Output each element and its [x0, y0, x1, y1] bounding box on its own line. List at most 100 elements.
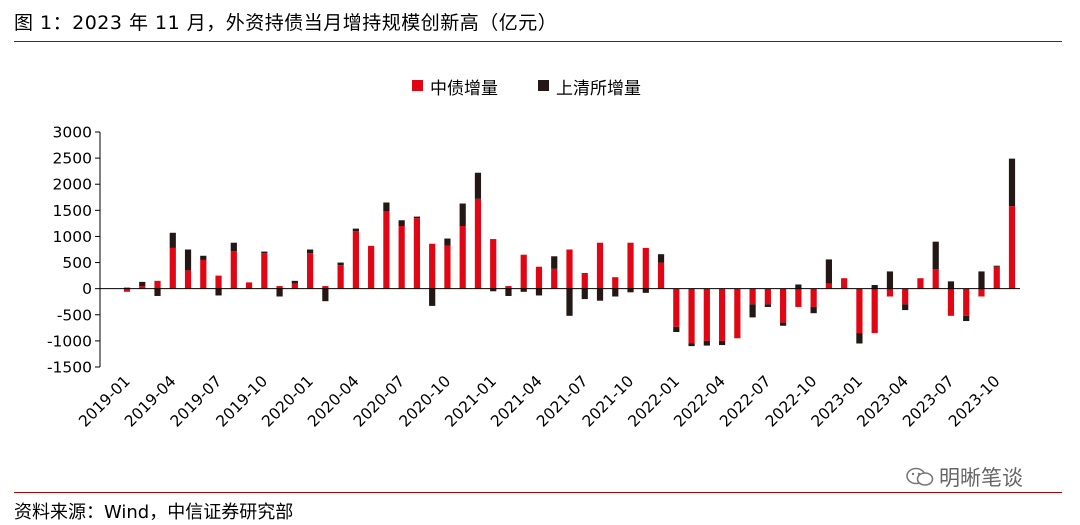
y-tick-label: -1500: [47, 359, 92, 377]
bar-chinabond: [230, 251, 237, 289]
bar-chinabond: [383, 211, 390, 289]
bar-chinabond: [490, 239, 497, 289]
bar-shclearing: [230, 242, 237, 252]
bar-chinabond: [993, 266, 1000, 289]
y-axis: -1500 -1000 -500 0 500 1000 1500 2000 2500 3000: [47, 124, 101, 377]
title-rule: [14, 41, 1062, 42]
y-tick-label: 3000: [53, 124, 92, 142]
bar-shclearing: [856, 333, 863, 344]
watermark: 明晰笔谈: [905, 462, 1023, 492]
bar-chinabond: [505, 286, 512, 289]
bar-shclearing: [474, 172, 482, 199]
bar-chinabond: [520, 254, 527, 289]
bar-chinabond: [749, 288, 756, 305]
bar-shclearing: [352, 228, 359, 232]
y-tick-label: 1500: [53, 202, 92, 220]
bar-shclearing: [932, 241, 939, 270]
bar-chinabond: [780, 288, 787, 323]
bar-chinabond: [657, 262, 665, 289]
bar-chinabond: [734, 288, 741, 339]
bar-chinabond: [627, 242, 634, 289]
bar-shclearing: [596, 288, 604, 301]
bar-shclearing: [123, 287, 131, 289]
bar-shclearing: [276, 288, 283, 297]
bar-chinabond: [825, 283, 832, 289]
legend-label: 上清所增量: [556, 79, 641, 99]
watermark-text: 明晰笔谈: [939, 466, 1023, 490]
bar-shclearing: [200, 255, 207, 260]
bar-shclearing: [383, 202, 390, 212]
bar-shclearing: [337, 262, 344, 266]
bar-chinabond: [642, 247, 649, 289]
bar-shclearing: [886, 271, 894, 289]
bar-shclearing: [505, 288, 512, 296]
bar-chinabond: [1008, 206, 1016, 289]
bar-shclearing: [184, 249, 192, 271]
bar-chinabond: [871, 288, 878, 334]
bar-chinabond: [245, 282, 253, 289]
bar-shclearing: [688, 343, 695, 347]
bar-shclearing: [718, 340, 726, 346]
bar-shclearing: [749, 304, 756, 318]
bar-chinabond: [200, 259, 207, 289]
legend-label: 中债增量: [430, 79, 498, 99]
bar-chinabond: [459, 226, 466, 289]
bar-chinabond: [444, 245, 451, 289]
y-tick-label: 0: [82, 280, 92, 298]
bar-chinabond: [291, 283, 298, 289]
y-tick-label: -500: [57, 306, 92, 324]
bar-chinabond: [352, 231, 359, 289]
bar-shclearing: [764, 304, 771, 307]
y-tick-label: 2000: [53, 176, 92, 194]
bar-chinabond: [184, 270, 192, 289]
bar-chinabond: [169, 247, 176, 289]
bar-chinabond: [947, 288, 955, 316]
bar-chinabond: [413, 218, 421, 289]
bar-shclearing: [139, 281, 146, 287]
legend: 中债增量 上清所增量: [412, 79, 641, 99]
bar-shclearing: [810, 306, 817, 314]
bar-chinabond: [276, 286, 283, 289]
y-tick-label: 1000: [53, 228, 92, 246]
bar-shclearing: [551, 256, 558, 269]
bar-chinabond: [535, 266, 543, 289]
bar-shclearing: [657, 254, 665, 263]
y-tick-label: 500: [62, 254, 92, 272]
bar-chinabond: [932, 269, 939, 289]
bar-chinabond: [718, 288, 726, 341]
bar-shclearing: [627, 288, 634, 293]
bar-chinabond: [322, 286, 329, 289]
bar-shclearing: [520, 288, 527, 292]
bar-chinabond: [261, 253, 268, 289]
bar-chinabond: [764, 288, 771, 305]
y-tick-label: -1000: [47, 332, 92, 350]
bar-chinabond: [673, 288, 680, 327]
bar-chinabond: [703, 288, 710, 341]
bar-chinabond: [429, 243, 436, 289]
bar-chinabond: [810, 288, 817, 307]
legend-swatch: [412, 80, 423, 91]
bar-chinabond: [596, 242, 604, 289]
bar-shclearing: [780, 322, 787, 326]
bar-shclearing: [703, 340, 710, 346]
bar-shclearing: [459, 203, 466, 226]
bar-chinabond: [154, 280, 161, 289]
wechat-icon: [906, 467, 934, 486]
bar-shclearing: [612, 288, 619, 297]
bar-shclearing: [169, 232, 176, 248]
bar-chinabond: [841, 278, 848, 289]
bar-chinabond: [795, 288, 802, 307]
bar-shclearing: [535, 288, 543, 296]
bar-shclearing: [871, 285, 878, 289]
bar-shclearing: [261, 251, 268, 254]
bar-shclearing: [978, 271, 985, 289]
bar-chinabond: [581, 273, 588, 289]
bar-shclearing: [993, 265, 1000, 267]
bar-chinabond: [139, 286, 146, 289]
bar-shclearing: [215, 288, 222, 296]
bar-chinabond: [902, 288, 909, 305]
bar-shclearing: [413, 216, 421, 219]
bar-chinabond: [368, 245, 375, 289]
bar-chinabond: [551, 268, 558, 289]
bar-chinabond: [398, 226, 405, 289]
